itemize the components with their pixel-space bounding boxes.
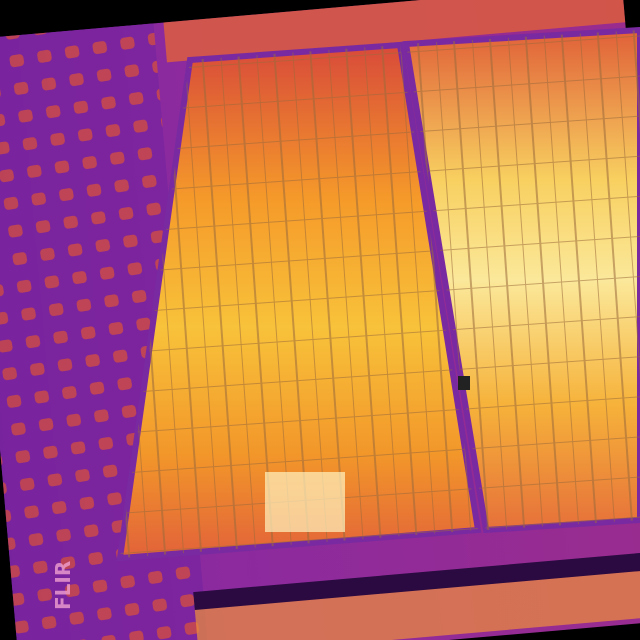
watermark: FLIR [51, 561, 75, 610]
top-strip [163, 0, 626, 63]
panel-cells-right [406, 30, 640, 530]
junction-box [458, 376, 470, 390]
bottom-strip [193, 555, 640, 640]
hot-spot [265, 472, 345, 532]
shadow-band [193, 550, 640, 611]
panel-cells-left [120, 45, 478, 558]
